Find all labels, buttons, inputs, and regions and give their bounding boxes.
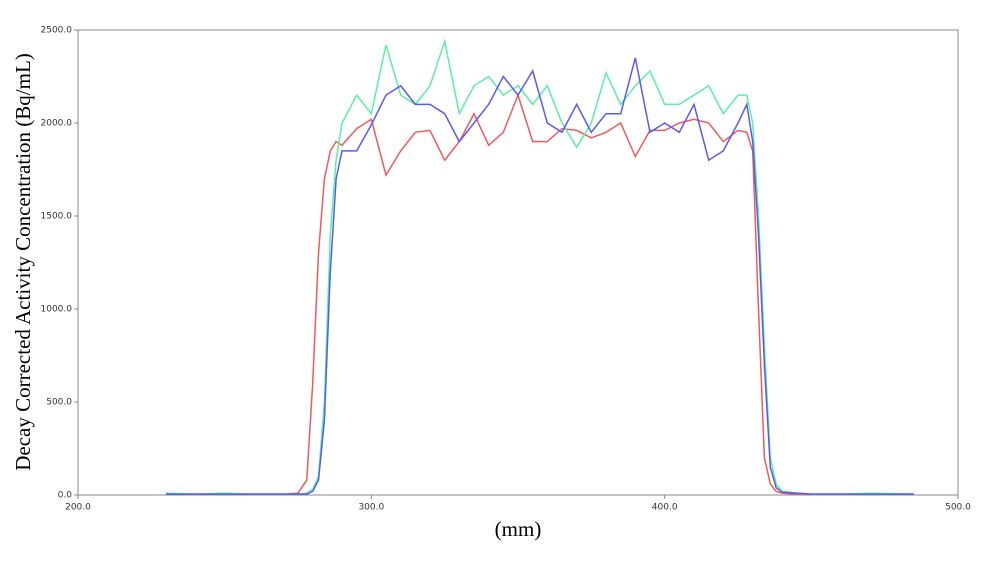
- data-line: [165, 38, 915, 495]
- y-tick-label: 1000.0: [41, 305, 73, 315]
- y-tick-label: 2000.0: [41, 119, 73, 129]
- x-tick-label: 500.0: [945, 503, 971, 513]
- plot-frame: [77, 29, 959, 496]
- y-tick-label: 0.0: [58, 491, 73, 501]
- x-axis-label: (mm): [495, 517, 542, 541]
- data-line: [166, 92, 914, 495]
- y-tick-label: 2500.0: [41, 26, 73, 36]
- x-tick-label: 300.0: [358, 503, 384, 513]
- y-axis-label: Decay Corrected Activity Concentration (…: [11, 53, 35, 471]
- y-tick-label: 1500.0: [41, 212, 73, 222]
- x-tick-label: 400.0: [652, 503, 678, 513]
- y-tick-label: 500.0: [46, 398, 72, 408]
- x-tick-label: 200.0: [65, 503, 91, 513]
- data-line: [166, 57, 914, 495]
